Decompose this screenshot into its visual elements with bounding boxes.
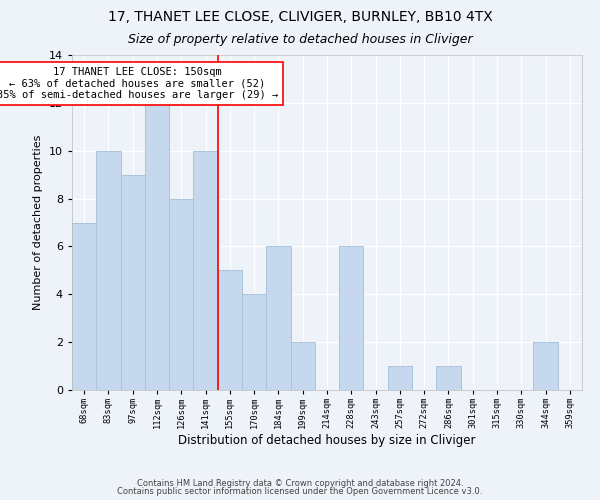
Bar: [388, 366, 412, 390]
Bar: [290, 342, 315, 390]
Bar: [121, 174, 145, 390]
Bar: [72, 222, 96, 390]
Text: 17 THANET LEE CLOSE: 150sqm
← 63% of detached houses are smaller (52)
35% of sem: 17 THANET LEE CLOSE: 150sqm ← 63% of det…: [0, 67, 278, 100]
Bar: [266, 246, 290, 390]
Bar: [218, 270, 242, 390]
Y-axis label: Number of detached properties: Number of detached properties: [33, 135, 43, 310]
Bar: [339, 246, 364, 390]
Bar: [96, 150, 121, 390]
Bar: [145, 103, 169, 390]
Text: Contains public sector information licensed under the Open Government Licence v3: Contains public sector information licen…: [118, 487, 482, 496]
Bar: [533, 342, 558, 390]
Bar: [242, 294, 266, 390]
X-axis label: Distribution of detached houses by size in Cliviger: Distribution of detached houses by size …: [178, 434, 476, 447]
Bar: [436, 366, 461, 390]
Text: Size of property relative to detached houses in Cliviger: Size of property relative to detached ho…: [128, 32, 472, 46]
Text: 17, THANET LEE CLOSE, CLIVIGER, BURNLEY, BB10 4TX: 17, THANET LEE CLOSE, CLIVIGER, BURNLEY,…: [107, 10, 493, 24]
Text: Contains HM Land Registry data © Crown copyright and database right 2024.: Contains HM Land Registry data © Crown c…: [137, 478, 463, 488]
Bar: [193, 150, 218, 390]
Bar: [169, 198, 193, 390]
